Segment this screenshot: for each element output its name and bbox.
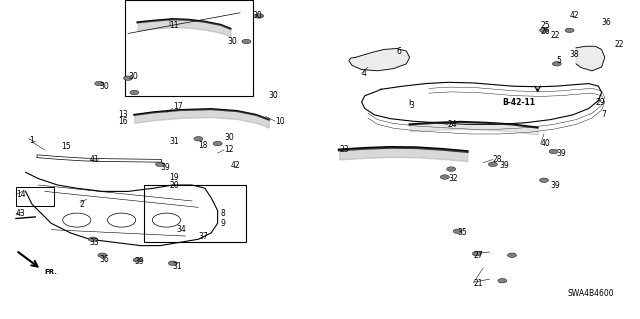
Circle shape bbox=[242, 39, 251, 44]
Text: 26: 26 bbox=[541, 27, 550, 36]
Circle shape bbox=[88, 237, 97, 241]
Text: 1: 1 bbox=[29, 136, 33, 145]
Text: 8: 8 bbox=[221, 209, 225, 218]
Text: 41: 41 bbox=[90, 155, 99, 164]
Text: 10: 10 bbox=[275, 117, 285, 126]
Circle shape bbox=[508, 253, 516, 257]
Polygon shape bbox=[576, 46, 605, 71]
Circle shape bbox=[98, 253, 107, 257]
Text: 39: 39 bbox=[499, 161, 509, 170]
Text: 39: 39 bbox=[160, 163, 170, 172]
Polygon shape bbox=[349, 48, 410, 71]
Text: 37: 37 bbox=[198, 232, 208, 241]
Text: SWA4B4600: SWA4B4600 bbox=[568, 289, 614, 298]
Text: 22: 22 bbox=[614, 40, 624, 49]
Text: 31: 31 bbox=[170, 137, 179, 146]
Text: 13: 13 bbox=[118, 110, 128, 119]
Text: 17: 17 bbox=[173, 102, 182, 111]
Text: 36: 36 bbox=[602, 18, 611, 27]
Text: 24: 24 bbox=[448, 120, 458, 129]
Circle shape bbox=[565, 28, 574, 33]
Text: 38: 38 bbox=[570, 50, 579, 59]
Circle shape bbox=[95, 81, 104, 86]
Circle shape bbox=[472, 251, 481, 256]
Circle shape bbox=[133, 258, 142, 262]
Circle shape bbox=[552, 62, 561, 66]
Circle shape bbox=[488, 162, 497, 167]
Text: 30: 30 bbox=[99, 82, 109, 91]
Text: FR.: FR. bbox=[45, 269, 58, 275]
Text: 25: 25 bbox=[541, 21, 550, 30]
Text: 35: 35 bbox=[458, 228, 467, 237]
Bar bbox=[144, 185, 246, 242]
Text: 31: 31 bbox=[173, 262, 182, 271]
Text: 30: 30 bbox=[128, 72, 138, 81]
Bar bbox=[16, 187, 54, 206]
Text: 28: 28 bbox=[493, 155, 502, 164]
Text: 15: 15 bbox=[61, 142, 70, 151]
Circle shape bbox=[549, 149, 558, 154]
Circle shape bbox=[453, 229, 462, 234]
Text: 36: 36 bbox=[99, 256, 109, 264]
Circle shape bbox=[540, 178, 548, 182]
Circle shape bbox=[498, 278, 507, 283]
Text: 39: 39 bbox=[557, 149, 566, 158]
Text: 33: 33 bbox=[90, 238, 99, 247]
Text: 42: 42 bbox=[570, 11, 579, 20]
Text: 30: 30 bbox=[227, 37, 237, 46]
Circle shape bbox=[213, 141, 222, 146]
Text: 18: 18 bbox=[198, 141, 208, 150]
Circle shape bbox=[124, 76, 132, 80]
Circle shape bbox=[447, 167, 456, 171]
Text: 3: 3 bbox=[410, 101, 415, 110]
Text: 2: 2 bbox=[80, 200, 84, 209]
Text: 21: 21 bbox=[474, 279, 483, 288]
Text: 32: 32 bbox=[448, 174, 458, 183]
Text: 22: 22 bbox=[550, 31, 560, 40]
Text: 16: 16 bbox=[118, 117, 128, 126]
Text: 9: 9 bbox=[221, 219, 226, 228]
Text: 19: 19 bbox=[170, 173, 179, 182]
Text: 5: 5 bbox=[557, 56, 562, 65]
Circle shape bbox=[130, 90, 139, 95]
Circle shape bbox=[255, 14, 264, 18]
Text: 30: 30 bbox=[269, 91, 278, 100]
Text: 30: 30 bbox=[253, 11, 262, 20]
Text: 42: 42 bbox=[230, 161, 240, 170]
Text: 14: 14 bbox=[16, 190, 26, 199]
Text: 43: 43 bbox=[16, 209, 26, 218]
Text: 29: 29 bbox=[595, 98, 605, 107]
Text: 20: 20 bbox=[170, 181, 179, 189]
Circle shape bbox=[540, 28, 548, 33]
Text: 39: 39 bbox=[550, 181, 560, 189]
Text: 6: 6 bbox=[397, 47, 402, 56]
Text: 11: 11 bbox=[170, 21, 179, 30]
Text: 7: 7 bbox=[602, 110, 607, 119]
Circle shape bbox=[156, 162, 164, 167]
Circle shape bbox=[440, 175, 449, 179]
Text: 39: 39 bbox=[134, 257, 144, 266]
Circle shape bbox=[168, 261, 177, 265]
Text: 34: 34 bbox=[176, 225, 186, 234]
Text: 40: 40 bbox=[541, 139, 550, 148]
Text: B-42-11: B-42-11 bbox=[502, 98, 535, 107]
Text: 23: 23 bbox=[339, 145, 349, 154]
Text: 4: 4 bbox=[362, 69, 367, 78]
Text: 30: 30 bbox=[224, 133, 234, 142]
Text: 27: 27 bbox=[474, 251, 483, 260]
Circle shape bbox=[194, 137, 203, 141]
Bar bbox=[125, 0, 253, 96]
Text: 12: 12 bbox=[224, 145, 234, 154]
